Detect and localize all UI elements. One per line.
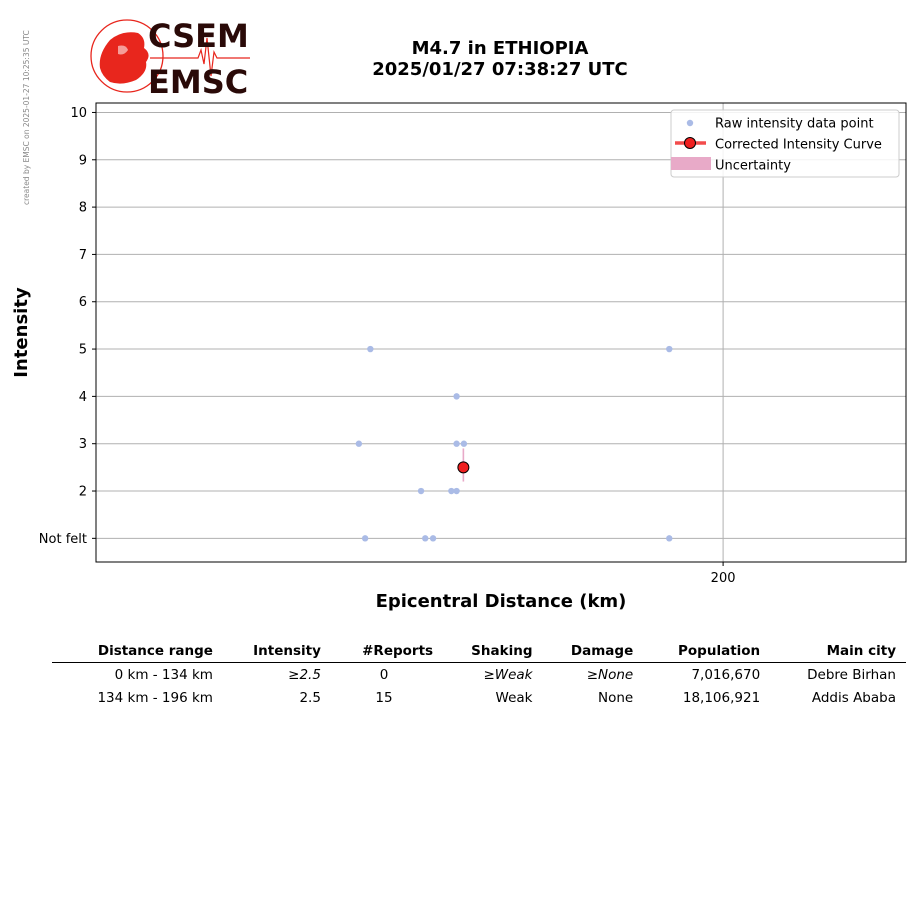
legend-uncertainty-symbol: [671, 157, 711, 170]
legend-box: [670, 109, 900, 178]
x-tick-label: 200: [711, 571, 736, 586]
stats-cell: 0: [379, 667, 389, 683]
y-tick-label: 5: [79, 343, 87, 358]
legend-curve-symbol: [684, 137, 696, 149]
legend-entry-label: Raw intensity data point: [715, 117, 874, 132]
stats-cell: Debre Birhan: [807, 667, 896, 683]
y-axis-label: Intensity: [11, 287, 32, 378]
legend-entry-label: Corrected Intensity Curve: [715, 138, 882, 153]
stats-cell: ≥Weak: [483, 667, 533, 683]
legend: Raw intensity data point Corrected Intens…: [670, 109, 900, 178]
csem-emsc-logo: CSEM EMSC: [90, 17, 250, 98]
axis-ticks: Not felt 2 3 4 5 6 7 8 9 10 200: [39, 106, 736, 586]
stats-cell: 7,016,670: [691, 667, 761, 683]
title-line-2: 2025/01/27 07:38:27 UTC: [372, 59, 628, 80]
y-tick-label: 9: [79, 153, 87, 168]
stats-cell: 18,106,921: [682, 690, 761, 706]
stats-column-header: Shaking: [443, 642, 543, 663]
intensity-chart: Not felt 2 3 4 5 6 7 8 9 10 200 Epicentral Distanc…: [11, 102, 907, 612]
raw-data-point: [453, 487, 460, 495]
raw-data-point: [422, 535, 429, 542]
legend-entry-label: Uncertainty: [715, 159, 791, 174]
chart-title: M4.7 in ETHIOPIA 2025/01/27 07:38:27 UTC: [300, 38, 700, 80]
grid-lines: [96, 103, 906, 562]
stats-column-header: Population: [643, 642, 771, 663]
stats-row: 0 km - 134 km ≥2.5 0 ≥Weak ≥None 7,016,670 Deb…: [52, 663, 906, 687]
raw-data-point: [361, 535, 369, 542]
raw-data-point: [460, 440, 468, 447]
stats-cell: 0 km - 134 km: [114, 667, 213, 683]
plot-frame: [95, 102, 907, 563]
stats-cell: Addis Ababa: [811, 690, 896, 706]
stats-cell: 15: [375, 690, 393, 706]
y-tick-label: 3: [79, 437, 87, 452]
stats-cell: 2.5: [299, 690, 321, 706]
logo-bottom-text: EMSC: [148, 63, 248, 98]
y-tick-label: Not felt: [39, 532, 87, 547]
stats-cell: 134 km - 196 km: [97, 690, 213, 706]
stats-body: 0 km - 134 km ≥2.5 0 ≥Weak ≥None 7,016,670 Deb…: [52, 663, 906, 710]
stats-header-row: Distance range Intensity #Reports Shaking Da…: [52, 642, 906, 663]
stats-cell: None: [598, 690, 634, 706]
stats-row: 134 km - 196 km 2.5 15 Weak None 18,106,921 Ad…: [52, 686, 906, 709]
raw-data-point: [448, 487, 455, 495]
y-tick-label: 10: [70, 106, 87, 121]
raw-data-point: [453, 440, 460, 447]
raw-data-point: [355, 440, 363, 447]
intensity-stats-table: Distance range Intensity #Reports Shaking Da…: [52, 642, 906, 709]
stats-column-header: Main city: [770, 642, 906, 663]
raw-data-point: [666, 345, 673, 353]
data-marks: [355, 345, 673, 542]
logo-top-text: CSEM: [148, 17, 249, 55]
stats-column-header: Distance range: [52, 642, 223, 663]
raw-data-point: [429, 535, 437, 542]
y-tick-label: 8: [79, 201, 87, 216]
y-tick-label: 7: [79, 248, 87, 263]
raw-data-point: [453, 393, 460, 400]
legend-raw-symbol: [686, 119, 694, 127]
y-tick-label: 6: [79, 295, 87, 310]
stats-column-header: Damage: [542, 642, 644, 663]
title-line-1: M4.7 in ETHIOPIA: [411, 38, 589, 59]
corrected-intensity-marker: [457, 461, 470, 474]
x-axis-label: Epicentral Distance (km): [376, 591, 627, 612]
raw-data-point: [367, 345, 374, 353]
raw-data-point: [417, 487, 425, 495]
stats-column-header: #Reports: [330, 642, 444, 663]
stats-cell: ≥None: [586, 667, 634, 683]
raw-data-point: [666, 535, 673, 542]
stats-cell: ≥2.5: [288, 667, 321, 683]
y-tick-label: 2: [79, 485, 87, 500]
stats-cell: Weak: [495, 690, 533, 706]
y-tick-label: 4: [79, 390, 87, 405]
stats-column-header: Intensity: [222, 642, 331, 663]
